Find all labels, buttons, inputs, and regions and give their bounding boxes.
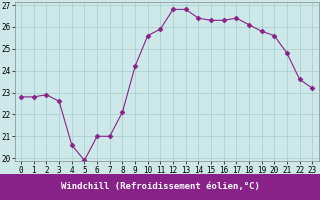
Text: Windchill (Refroidissement éolien,°C): Windchill (Refroidissement éolien,°C) — [60, 182, 260, 192]
